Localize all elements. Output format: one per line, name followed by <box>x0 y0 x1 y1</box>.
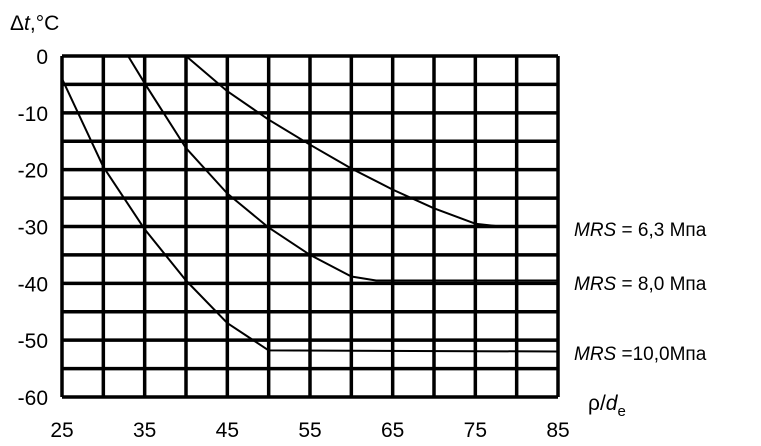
x-axis-label-sub: e <box>617 403 625 420</box>
series-label-2-eq: = 8,0 Мпа <box>616 274 706 295</box>
x-tick-label: 75 <box>464 419 487 442</box>
series-label-2: MRS = 8,0 Мпа <box>574 274 707 295</box>
y-tick-label: -60 <box>18 387 48 410</box>
y-tick-labels: 0 -10 -20 -30 -40 -50 -60 <box>18 46 48 410</box>
y-axis-label-symbol: Δ <box>10 12 24 35</box>
x-axis-label-rho: ρ <box>588 392 600 415</box>
y-axis-label-var: t <box>24 12 31 35</box>
x-tick-labels: 25 35 45 55 65 75 85 <box>50 419 569 442</box>
series-line-1 <box>185 55 558 228</box>
x-tick-label: 85 <box>546 419 569 442</box>
curves <box>61 55 559 353</box>
series-label-3-mrs: MRS <box>574 344 617 365</box>
y-axis-label: Δt,°C <box>10 12 59 35</box>
series-label-2-mrs: MRS <box>574 274 617 295</box>
series-label-1-mrs: MRS <box>574 220 617 241</box>
y-tick-label: -30 <box>18 217 48 240</box>
series-label-3-eq: =10,0Мпа <box>616 344 706 365</box>
y-axis-label-unit: ,°C <box>30 12 59 35</box>
grid <box>60 54 560 399</box>
y-tick-label: 0 <box>36 46 48 69</box>
x-tick-label: 55 <box>298 419 321 442</box>
series-label-3: MRS =10,0Мпа <box>574 344 707 365</box>
x-tick-label: 35 <box>133 419 156 442</box>
series-line-3 <box>61 78 559 353</box>
x-tick-label: 45 <box>216 419 239 442</box>
y-tick-label: -20 <box>18 160 48 183</box>
x-axis-label-var: d <box>606 392 619 415</box>
series-line-2 <box>127 55 558 282</box>
y-tick-label: -50 <box>18 330 48 353</box>
y-tick-label: -40 <box>18 273 48 296</box>
x-tick-label: 65 <box>381 419 404 442</box>
x-tick-label: 25 <box>50 419 73 442</box>
series-labels: MRS = 6,3 Мпа MRS = 8,0 Мпа MRS =10,0Мпа <box>574 220 707 365</box>
y-tick-label: -10 <box>18 103 48 126</box>
series-label-1-eq: = 6,3 Мпа <box>616 220 706 241</box>
series-label-1: MRS = 6,3 Мпа <box>574 220 707 241</box>
x-axis-label-slash: / <box>600 392 606 415</box>
x-axis-label: ρ/de <box>588 392 626 420</box>
